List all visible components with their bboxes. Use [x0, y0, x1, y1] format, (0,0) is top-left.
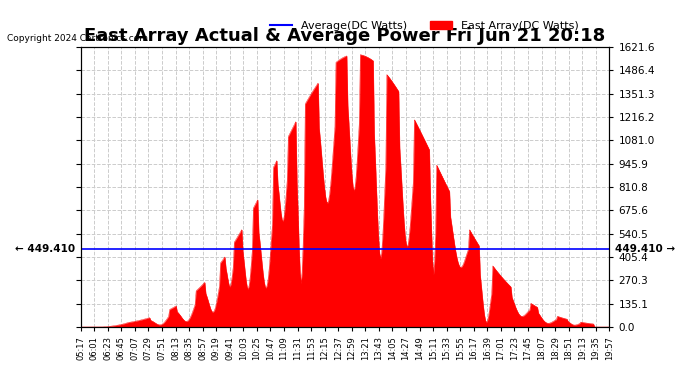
Text: 449.410 →: 449.410 → [615, 244, 675, 254]
Text: Copyright 2024 Cartronics.com: Copyright 2024 Cartronics.com [7, 34, 148, 43]
Text: ← 449.410: ← 449.410 [15, 244, 75, 254]
Legend: Average(DC Watts), East Array(DC Watts): Average(DC Watts), East Array(DC Watts) [266, 16, 583, 35]
Title: East Array Actual & Average Power Fri Jun 21 20:18: East Array Actual & Average Power Fri Ju… [84, 27, 606, 45]
